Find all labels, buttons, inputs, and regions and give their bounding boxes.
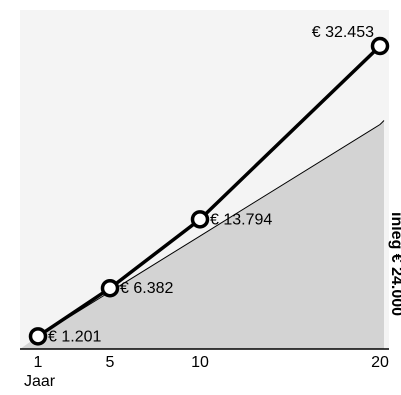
inleg-line — [37, 120, 385, 337]
inleg-label: inleg € 24.000 — [388, 212, 401, 316]
data-point-10 — [190, 210, 210, 229]
data-label-10: € 13.794 — [210, 211, 272, 228]
data-point-1 — [28, 327, 48, 346]
data-point-5 — [100, 278, 120, 298]
data-point-20 — [370, 36, 390, 56]
x-tick-label-1: 1 — [34, 354, 43, 371]
x-tick-label-10: 10 — [191, 354, 209, 371]
x-axis-label: Jaar — [24, 373, 56, 390]
x-tick-label-20: 20 — [371, 354, 389, 371]
data-label-1: € 1.201 — [48, 328, 101, 345]
series-line — [37, 44, 382, 338]
x-tick-label-5: 5 — [106, 354, 115, 371]
data-label-5: € 6.382 — [120, 280, 173, 297]
data-label-20: € 32.453 — [312, 24, 374, 41]
